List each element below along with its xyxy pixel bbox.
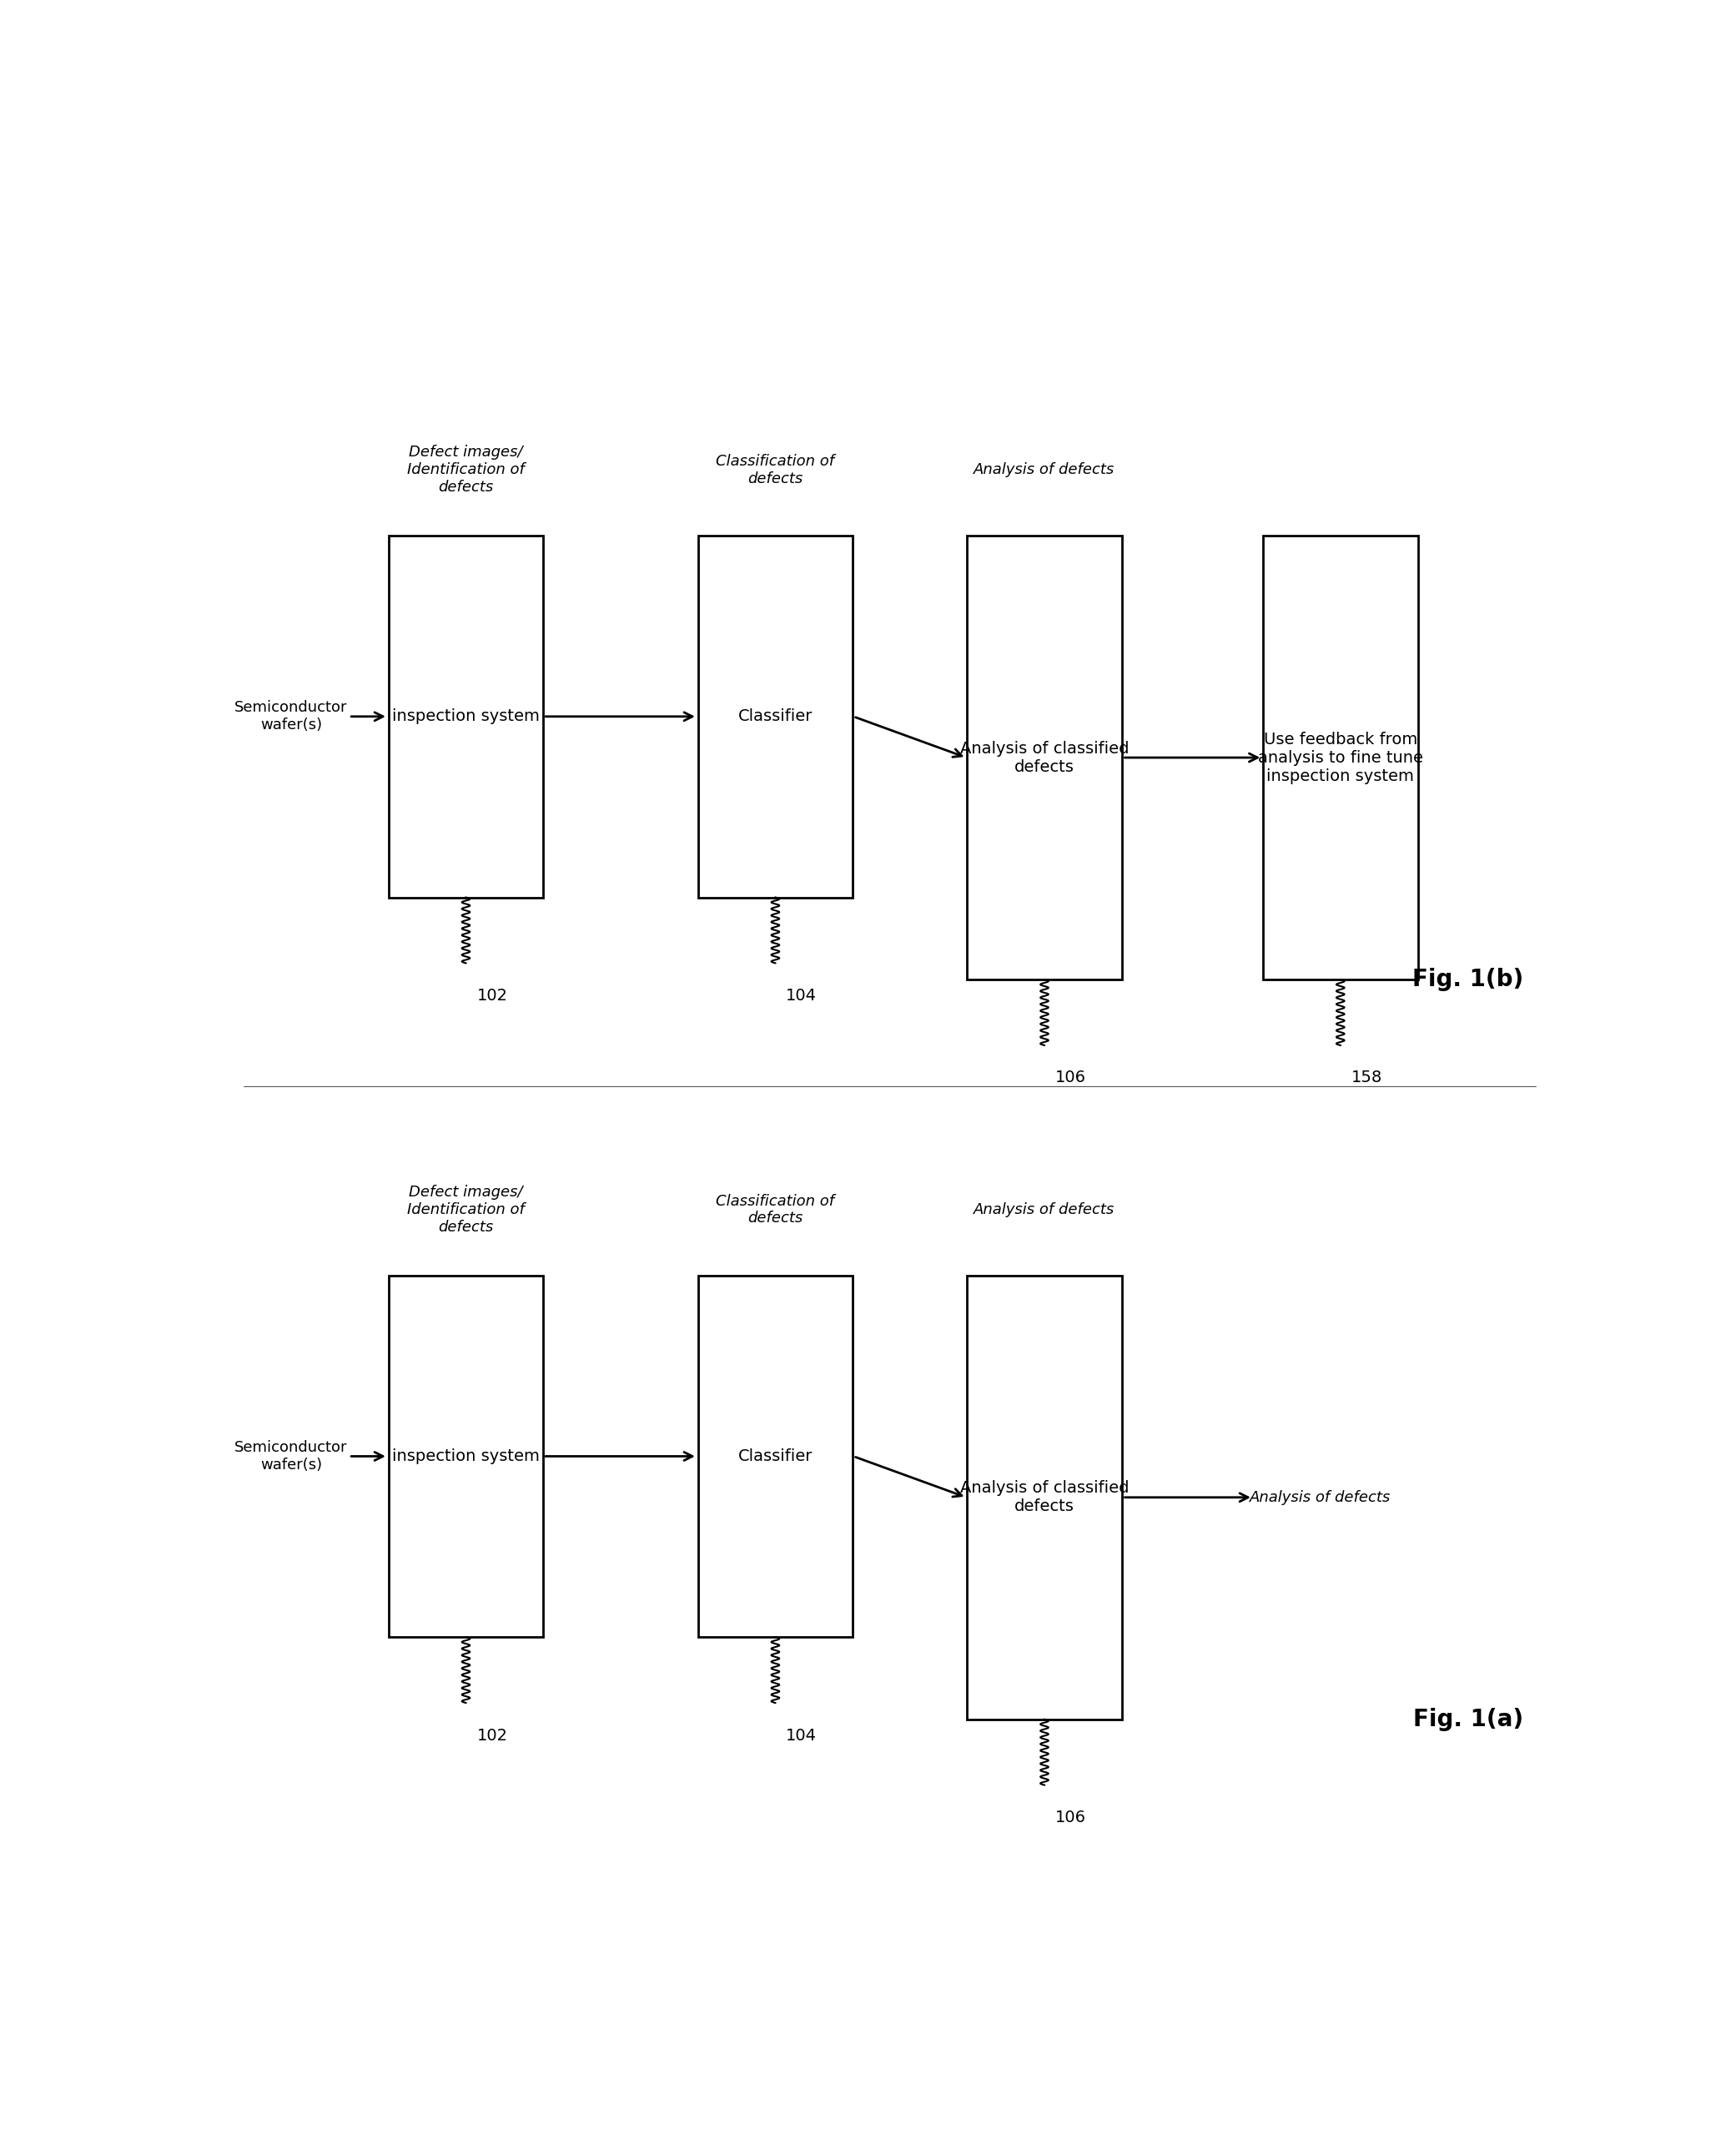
Bar	[967, 536, 1121, 980]
Text: Semiconductor
wafer(s): Semiconductor wafer(s)	[234, 700, 347, 732]
Text: Analysis of classified
defects: Analysis of classified defects	[960, 1480, 1128, 1514]
Text: 158: 158	[1351, 1070, 1382, 1087]
Bar	[389, 1275, 543, 1638]
Bar	[389, 536, 543, 897]
Text: Analysis of defects: Analysis of defects	[1250, 1490, 1391, 1505]
Text: inspection system: inspection system	[392, 1448, 540, 1465]
Text: Defect images/
Identification of
defects: Defect images/ Identification of defects	[408, 1185, 524, 1234]
Text: 106: 106	[1055, 1070, 1087, 1087]
Text: Classification of
defects: Classification of defects	[715, 1193, 835, 1225]
Text: 102: 102	[477, 1727, 507, 1744]
Text: Defect images/
Identification of
defects: Defect images/ Identification of defects	[408, 444, 524, 495]
Text: Classifier: Classifier	[738, 1448, 812, 1465]
Text: Analysis of classified
defects: Analysis of classified defects	[960, 741, 1128, 775]
Text: Classifier: Classifier	[738, 709, 812, 724]
Bar	[967, 1275, 1121, 1719]
Text: Analysis of defects: Analysis of defects	[974, 463, 1115, 478]
Text: Semiconductor
wafer(s): Semiconductor wafer(s)	[234, 1441, 347, 1473]
Text: Fig. 1(b): Fig. 1(b)	[1413, 967, 1524, 991]
Text: Fig. 1(a): Fig. 1(a)	[1413, 1708, 1522, 1731]
Text: 104: 104	[786, 989, 818, 1003]
Bar	[1264, 536, 1418, 980]
Text: 102: 102	[477, 989, 507, 1003]
Text: inspection system: inspection system	[392, 709, 540, 724]
Text: Use feedback from
analysis to fine tune
inspection system: Use feedback from analysis to fine tune …	[1259, 732, 1424, 784]
Text: 104: 104	[786, 1727, 818, 1744]
Bar	[698, 1275, 852, 1638]
Text: Classification of
defects: Classification of defects	[715, 455, 835, 487]
Bar	[698, 536, 852, 897]
Text: Analysis of defects: Analysis of defects	[974, 1202, 1115, 1217]
Text: 106: 106	[1055, 1810, 1087, 1825]
